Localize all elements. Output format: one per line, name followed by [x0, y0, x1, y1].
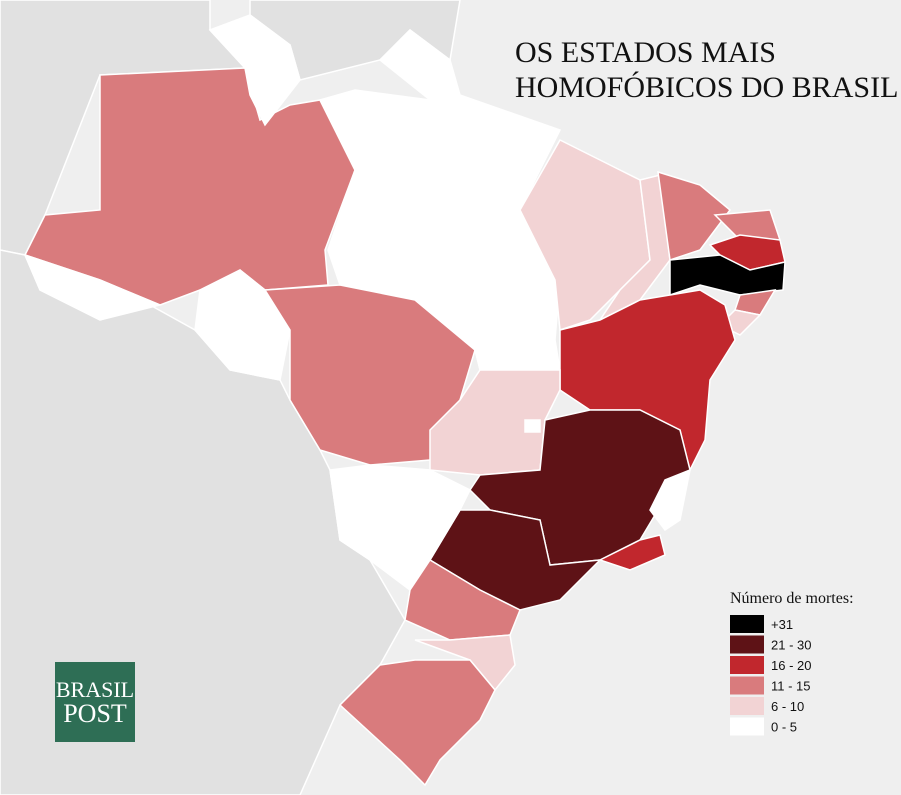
- legend: +31 21 - 30 16 - 20 11 - 15 6 - 10 0 - 5: [730, 615, 811, 736]
- state: [524, 419, 541, 433]
- state: [669, 254, 786, 297]
- legend-label: 16 - 20: [771, 658, 811, 673]
- legend-label: 6 - 10: [771, 699, 804, 714]
- state: [404, 558, 521, 641]
- state: [598, 534, 666, 571]
- legend-swatch: [730, 656, 764, 674]
- states: [23, 14, 786, 787]
- legend-title: Número de mortes:: [730, 590, 854, 607]
- legend-label: 11 - 15: [771, 679, 811, 694]
- state: [329, 464, 472, 592]
- state: [657, 170, 732, 261]
- title-line: HOMOFÓBICOS DO BRASIL: [515, 71, 898, 104]
- legend-swatch: [730, 635, 764, 654]
- logo-text: BRASIL: [56, 677, 134, 702]
- state: [23, 253, 163, 321]
- title-line: OS ESTADOS MAIS: [515, 36, 776, 69]
- logo-text: POST: [63, 699, 127, 728]
- legend-swatch: [730, 676, 764, 695]
- state: [649, 468, 692, 532]
- legend-swatch: [730, 697, 764, 715]
- legend-swatch: [730, 717, 764, 736]
- legend-label: 0 - 5: [771, 720, 797, 735]
- logo: BRASIL POST: [55, 662, 135, 742]
- legend-swatch: [730, 615, 764, 633]
- state: [338, 659, 496, 787]
- logo-box: [55, 662, 135, 742]
- neighbor-countries: [0, 0, 461, 795]
- state: [194, 269, 291, 381]
- state: [208, 14, 301, 127]
- legend-label: +31: [771, 617, 793, 632]
- legend-label: 21 - 30: [771, 638, 811, 653]
